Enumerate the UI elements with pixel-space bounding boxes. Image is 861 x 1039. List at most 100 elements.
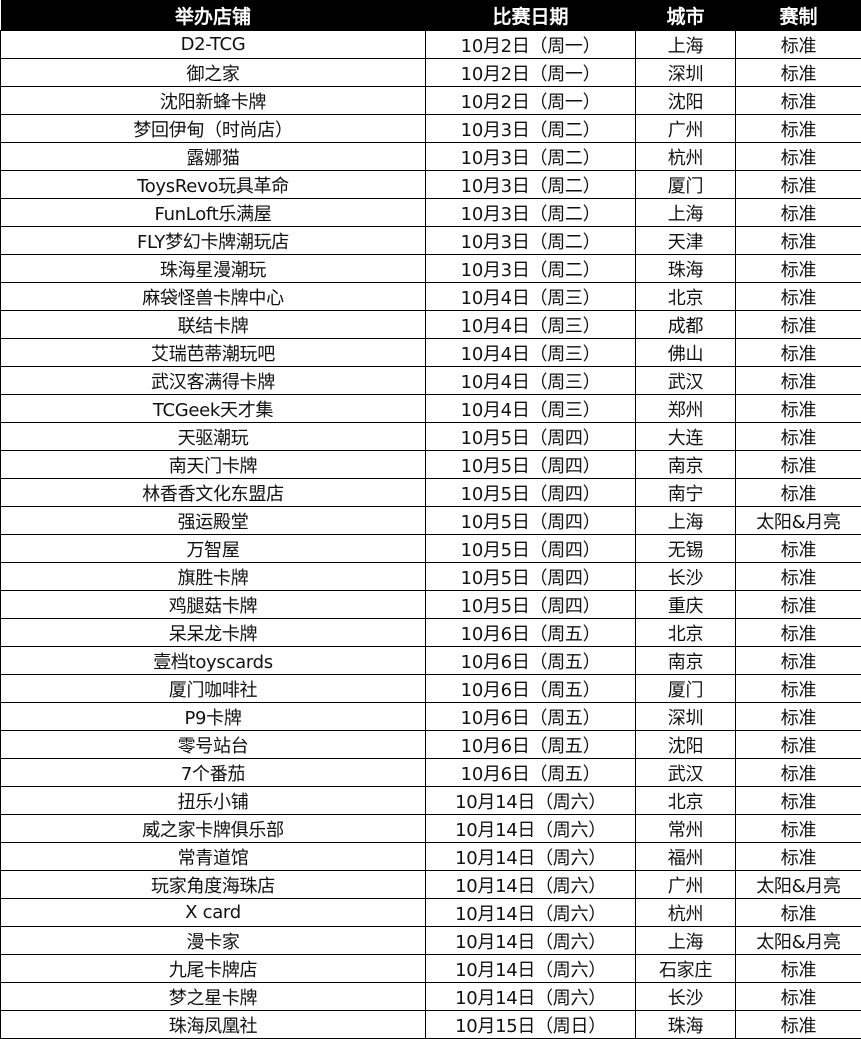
store-cell: 威之家卡牌俱乐部 (0, 814, 426, 843)
store-cell: 呆呆龙卡牌 (0, 618, 426, 647)
date-cell: 10月5日（周四） (425, 422, 636, 451)
city-cell: 厦门 (635, 170, 736, 199)
table-row: FLY梦幻卡牌潮玩店 10月3日（周二） 天津 标准 (0, 226, 861, 255)
format-cell: 标准 (735, 814, 861, 843)
date-cell: 10月3日（周二） (425, 198, 636, 227)
date-cell: 10月6日（周五） (425, 730, 636, 759)
city-cell: 杭州 (635, 898, 736, 927)
format-cell: 标准 (735, 394, 861, 423)
city-cell: 长沙 (635, 982, 736, 1011)
format-cell: 标准 (735, 618, 861, 647)
date-cell: 10月3日（周二） (425, 170, 636, 199)
city-cell: 北京 (635, 786, 736, 815)
city-cell: 杭州 (635, 142, 736, 171)
header-city: 城市 (635, 0, 736, 31)
city-cell: 沈阳 (635, 730, 736, 759)
store-cell: 珠海星漫潮玩 (0, 254, 426, 283)
date-cell: 10月5日（周四） (425, 562, 636, 591)
table-row: 南天门卡牌 10月5日（周四） 南京 标准 (0, 450, 861, 479)
store-cell: FLY梦幻卡牌潮玩店 (0, 226, 426, 255)
format-cell: 标准 (735, 198, 861, 227)
format-cell: 标准 (735, 114, 861, 143)
city-cell: 大连 (635, 422, 736, 451)
format-cell: 标准 (735, 478, 861, 507)
format-cell: 标准 (735, 646, 861, 675)
format-cell: 标准 (735, 674, 861, 703)
format-cell: 标准 (735, 86, 861, 115)
city-cell: 南宁 (635, 478, 736, 507)
date-cell: 10月5日（周四） (425, 534, 636, 563)
date-cell: 10月14日（周六） (425, 926, 636, 955)
city-cell: 上海 (635, 506, 736, 535)
store-cell: 沈阳新蜂卡牌 (0, 86, 426, 115)
table-row: 威之家卡牌俱乐部 10月14日（周六） 常州 标准 (0, 814, 861, 843)
city-cell: 武汉 (635, 758, 736, 787)
city-cell: 佛山 (635, 338, 736, 367)
format-cell: 标准 (735, 786, 861, 815)
format-cell: 标准 (735, 562, 861, 591)
city-cell: 珠海 (635, 254, 736, 283)
format-cell: 标准 (735, 254, 861, 283)
city-cell: 天津 (635, 226, 736, 255)
store-cell: 零号站台 (0, 730, 426, 759)
table-row: 鸡腿菇卡牌 10月5日（周四） 重庆 标准 (0, 590, 861, 619)
table-row: 旗胜卡牌 10月5日（周四） 长沙 标准 (0, 562, 861, 591)
date-cell: 10月4日（周三） (425, 338, 636, 367)
date-cell: 10月6日（周五） (425, 674, 636, 703)
store-cell: 联结卡牌 (0, 310, 426, 339)
date-cell: 10月14日（周六） (425, 814, 636, 843)
table-body: D2-TCG 10月2日（周一） 上海 标准 御之家 10月2日（周一） 深圳 标准 沈阳新蜂卡… (0, 30, 861, 1039)
store-cell: 南天门卡牌 (0, 450, 426, 479)
city-cell: 北京 (635, 618, 736, 647)
city-cell: 上海 (635, 30, 736, 59)
date-cell: 10月3日（周二） (425, 254, 636, 283)
date-cell: 10月5日（周四） (425, 478, 636, 507)
store-cell: 玩家角度海珠店 (0, 870, 426, 899)
date-cell: 10月5日（周四） (425, 450, 636, 479)
format-cell: 太阳&月亮 (735, 506, 861, 535)
table-row: FunLoft乐满屋 10月3日（周二） 上海 标准 (0, 198, 861, 227)
format-cell: 标准 (735, 758, 861, 787)
format-cell: 标准 (735, 450, 861, 479)
city-cell: 武汉 (635, 366, 736, 395)
date-cell: 10月4日（周三） (425, 366, 636, 395)
city-cell: 长沙 (635, 562, 736, 591)
date-cell: 10月14日（周六） (425, 982, 636, 1011)
table-row: 珠海星漫潮玩 10月3日（周二） 珠海 标准 (0, 254, 861, 283)
store-cell: FunLoft乐满屋 (0, 198, 426, 227)
date-cell: 10月6日（周五） (425, 618, 636, 647)
table-row: 漫卡家 10月14日（周六） 上海 太阳&月亮 (0, 926, 861, 955)
store-cell: 常青道馆 (0, 842, 426, 871)
city-cell: 南京 (635, 450, 736, 479)
table-row: 扭乐小铺 10月14日（周六） 北京 标准 (0, 786, 861, 815)
table-row: 梦回伊甸（时尚店） 10月3日（周二） 广州 标准 (0, 114, 861, 143)
format-cell: 标准 (735, 982, 861, 1011)
date-cell: 10月14日（周六） (425, 954, 636, 983)
date-cell: 10月2日（周一） (425, 58, 636, 87)
format-cell: 标准 (735, 30, 861, 59)
store-cell: 艾瑞芭蒂潮玩吧 (0, 338, 426, 367)
city-cell: 上海 (635, 926, 736, 955)
store-cell: ToysRevo玩具革命 (0, 170, 426, 199)
store-cell: 强运殿堂 (0, 506, 426, 535)
table-row: 艾瑞芭蒂潮玩吧 10月4日（周三） 佛山 标准 (0, 338, 861, 367)
table-row: X card 10月14日（周六） 杭州 标准 (0, 898, 861, 927)
table-row: TCGeek天才集 10月4日（周三） 郑州 标准 (0, 394, 861, 423)
date-cell: 10月3日（周二） (425, 114, 636, 143)
format-cell: 太阳&月亮 (735, 870, 861, 899)
header-store: 举办店铺 (0, 0, 426, 31)
format-cell: 标准 (735, 702, 861, 731)
date-cell: 10月14日（周六） (425, 842, 636, 871)
store-cell: 林香香文化东盟店 (0, 478, 426, 507)
format-cell: 标准 (735, 730, 861, 759)
store-cell: 万智屋 (0, 534, 426, 563)
store-cell: 7个番茄 (0, 758, 426, 787)
format-cell: 标准 (735, 58, 861, 87)
table-row: 天驱潮玩 10月5日（周四） 大连 标准 (0, 422, 861, 451)
table-row: 沈阳新蜂卡牌 10月2日（周一） 沈阳 标准 (0, 86, 861, 115)
date-cell: 10月6日（周五） (425, 702, 636, 731)
table-row: 武汉客满得卡牌 10月4日（周三） 武汉 标准 (0, 366, 861, 395)
date-cell: 10月4日（周三） (425, 394, 636, 423)
date-cell: 10月3日（周二） (425, 142, 636, 171)
